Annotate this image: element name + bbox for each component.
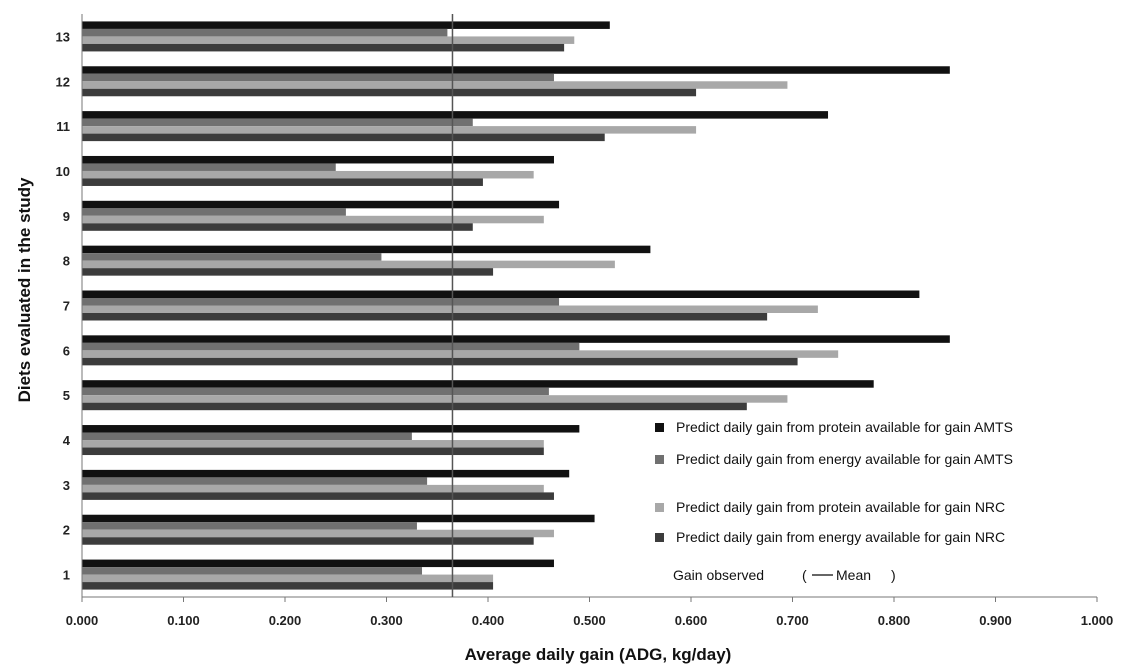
legend-swatch bbox=[655, 533, 664, 542]
bar-diet-3-series-1 bbox=[82, 469, 570, 478]
bar-diet-10-series-3 bbox=[82, 170, 534, 179]
bar-diet-4-series-1 bbox=[82, 425, 580, 433]
x-tick-label: 0.100 bbox=[167, 613, 200, 628]
bar-diet-12-series-2 bbox=[82, 73, 554, 82]
y-axis-title: Diets evaluated in the study bbox=[15, 177, 34, 402]
y-tick-label: 9 bbox=[63, 209, 70, 224]
bar-diet-8-series-1 bbox=[82, 245, 651, 254]
bar-diet-9-series-4 bbox=[82, 223, 473, 231]
y-tick-label: 6 bbox=[63, 343, 70, 358]
y-tick-label: 2 bbox=[63, 523, 70, 538]
x-tick-label: 0.700 bbox=[776, 613, 809, 628]
bar-diet-12-series-4 bbox=[82, 88, 697, 97]
y-tick-label: 3 bbox=[63, 478, 70, 493]
bar-diet-5-series-3 bbox=[82, 395, 788, 403]
bar-diet-1-series-4 bbox=[82, 582, 494, 590]
bar-diet-11-series-1 bbox=[82, 111, 829, 119]
x-tick-label: 0.300 bbox=[370, 613, 403, 628]
y-tick-label: 5 bbox=[63, 388, 70, 403]
legend-label: Predict daily gain from protein availabl… bbox=[676, 499, 1005, 515]
bar-diet-10-series-4 bbox=[82, 178, 483, 186]
bar-diet-2-series-3 bbox=[82, 529, 554, 538]
legend-mean-label: Mean bbox=[836, 567, 871, 583]
x-tick-label: 0.600 bbox=[675, 613, 708, 628]
bar-diet-1-series-1 bbox=[82, 559, 554, 568]
bar-diet-8-series-4 bbox=[82, 268, 494, 276]
bar-diet-6-series-3 bbox=[82, 350, 839, 358]
bar-diet-3-series-4 bbox=[82, 492, 554, 500]
bar-diet-8-series-2 bbox=[82, 253, 382, 261]
legend-label: Predict daily gain from protein availabl… bbox=[676, 419, 1013, 435]
bar-diet-4-series-4 bbox=[82, 447, 544, 456]
legend-swatch bbox=[655, 503, 664, 512]
bar-diet-5-series-2 bbox=[82, 387, 549, 396]
y-tick-label: 12 bbox=[56, 74, 70, 89]
bar-diet-4-series-2 bbox=[82, 432, 412, 441]
bar-diet-13-series-3 bbox=[82, 36, 575, 44]
bar-diet-13-series-1 bbox=[82, 21, 610, 29]
bar-diet-7-series-1 bbox=[82, 290, 920, 298]
bar-diet-13-series-2 bbox=[82, 28, 448, 37]
y-tick-label: 7 bbox=[63, 299, 70, 314]
bar-diet-11-series-4 bbox=[82, 133, 605, 142]
y-tick-label: 13 bbox=[56, 29, 70, 44]
bar-diet-13-series-4 bbox=[82, 43, 565, 52]
x-axis-title: Average daily gain (ADG, kg/day) bbox=[465, 645, 732, 664]
legend-paren-close: ) bbox=[891, 567, 896, 583]
y-tick-label: 11 bbox=[56, 119, 70, 134]
bar-diet-7-series-4 bbox=[82, 313, 768, 321]
bar-diet-10-series-1 bbox=[82, 155, 554, 164]
bar-diet-3-series-2 bbox=[82, 477, 428, 485]
bars-group bbox=[82, 21, 950, 590]
x-tick-label: 0.400 bbox=[472, 613, 505, 628]
bar-diet-1-series-2 bbox=[82, 567, 423, 575]
x-tick-label: 0.200 bbox=[269, 613, 302, 628]
bar-diet-2-series-1 bbox=[82, 514, 595, 523]
bar-diet-3-series-3 bbox=[82, 484, 544, 493]
x-tick-label: 1.000 bbox=[1081, 613, 1114, 628]
legend-swatch bbox=[655, 423, 664, 432]
bar-diet-9-series-1 bbox=[82, 200, 560, 209]
bar-diet-6-series-1 bbox=[82, 335, 950, 343]
bar-diet-11-series-3 bbox=[82, 126, 697, 134]
bar-diet-7-series-2 bbox=[82, 298, 560, 306]
x-tick-label: 0.800 bbox=[878, 613, 911, 628]
bar-diet-1-series-3 bbox=[82, 574, 494, 583]
y-tick-label: 8 bbox=[63, 254, 70, 269]
bar-diet-12-series-3 bbox=[82, 81, 788, 89]
bar-diet-2-series-4 bbox=[82, 537, 534, 545]
x-tick-label: 0.000 bbox=[66, 613, 99, 628]
bar-diet-5-series-1 bbox=[82, 380, 874, 388]
bar-diet-11-series-2 bbox=[82, 118, 473, 127]
bar-diet-6-series-4 bbox=[82, 357, 798, 366]
bar-diet-5-series-4 bbox=[82, 402, 747, 411]
bar-diet-9-series-2 bbox=[82, 208, 346, 216]
x-tick-label: 0.900 bbox=[979, 613, 1012, 628]
legend-gain-observed-label: Gain observed bbox=[673, 567, 764, 583]
bar-diet-6-series-2 bbox=[82, 342, 580, 351]
legend-swatch bbox=[655, 455, 664, 464]
x-tick-label: 0.500 bbox=[573, 613, 606, 628]
y-tick-label: 4 bbox=[63, 433, 71, 448]
bar-diet-8-series-3 bbox=[82, 260, 615, 269]
y-tick-label: 10 bbox=[56, 164, 70, 179]
x-tick-labels: 0.000 0.100 0.200 0.300 0.400 0.500 0.600 0.700… bbox=[66, 597, 1114, 628]
legend-label: Predict daily gain from energy available… bbox=[676, 529, 1005, 545]
bar-diet-12-series-1 bbox=[82, 66, 950, 74]
bar-diet-4-series-3 bbox=[82, 440, 544, 448]
bar-diet-2-series-2 bbox=[82, 522, 417, 530]
legend-paren-open: ( bbox=[802, 567, 807, 583]
bar-diet-10-series-2 bbox=[82, 163, 336, 171]
legend-label: Predict daily gain from energy available… bbox=[676, 451, 1013, 467]
bar-diet-7-series-3 bbox=[82, 305, 818, 313]
y-tick-label: 1 bbox=[63, 568, 70, 583]
legend: Predict daily gain from protein availabl… bbox=[655, 419, 1013, 583]
bar-diet-9-series-3 bbox=[82, 215, 544, 224]
